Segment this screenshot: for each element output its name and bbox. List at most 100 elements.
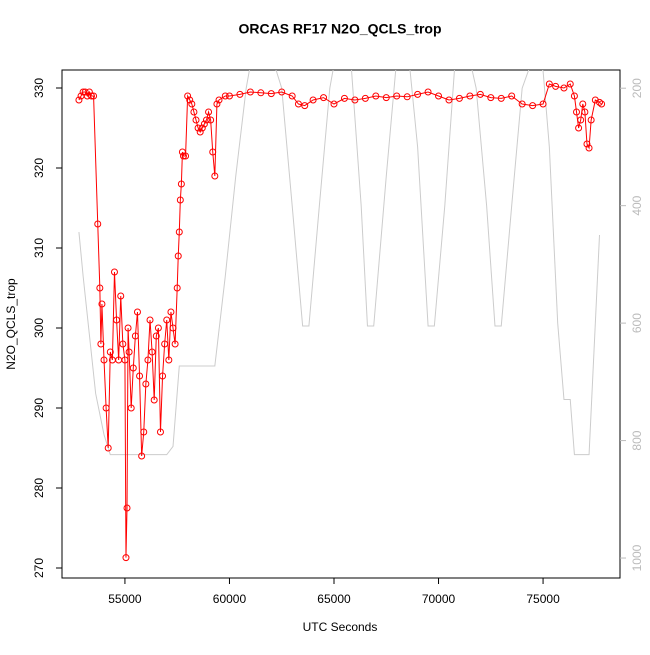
- y2-tick-label: 800: [630, 430, 644, 450]
- data-point: [213, 100, 221, 108]
- data-point: [121, 356, 129, 364]
- data-point: [560, 84, 568, 92]
- x-tick-label: 60000: [213, 592, 247, 606]
- data-point: [207, 116, 215, 124]
- data-point: [140, 428, 148, 436]
- data-point: [579, 100, 587, 108]
- data-point: [159, 372, 167, 380]
- data-point: [202, 116, 210, 124]
- data-point: [102, 404, 110, 412]
- data-point: [142, 380, 150, 388]
- data-point: [136, 372, 144, 380]
- data-point: [171, 340, 179, 348]
- x-tick-label: 70000: [422, 592, 456, 606]
- data-point: [184, 92, 192, 100]
- y-tick-label: 270: [32, 558, 46, 578]
- x-axis-label: UTC Seconds: [303, 620, 378, 634]
- data-point: [106, 348, 114, 356]
- data-point: [133, 308, 141, 316]
- data-point: [267, 90, 275, 98]
- y-tick-label: 320: [32, 158, 46, 178]
- data-point: [294, 100, 302, 108]
- data-point: [225, 92, 233, 100]
- data-point: [161, 340, 169, 348]
- data-point: [529, 102, 537, 110]
- data-point: [246, 88, 254, 96]
- data-point: [476, 90, 484, 98]
- data-point: [117, 292, 125, 300]
- data-point: [221, 92, 229, 100]
- data-point: [150, 396, 158, 404]
- data-point: [330, 100, 338, 108]
- data-point: [123, 504, 131, 512]
- y-axis-label: N2O_QCLS_trop: [4, 278, 18, 370]
- y-tick-label: 310: [32, 238, 46, 258]
- data-point: [581, 108, 589, 116]
- data-point: [125, 348, 133, 356]
- data-point: [545, 80, 553, 88]
- data-point: [90, 92, 98, 100]
- data-point: [566, 80, 574, 88]
- data-point: [129, 364, 137, 372]
- data-point: [85, 88, 93, 96]
- data-point: [75, 96, 83, 104]
- y2-tick-label: 600: [630, 313, 644, 333]
- data-point: [372, 92, 380, 100]
- y2-tick-label: 200: [630, 78, 644, 98]
- data-point: [518, 100, 526, 108]
- data-point: [309, 96, 317, 104]
- data-point: [200, 120, 208, 128]
- x-tick-label: 65000: [317, 592, 351, 606]
- data-point: [198, 124, 206, 132]
- y2-tick-label: 400: [630, 195, 644, 215]
- data-point: [104, 444, 112, 452]
- data-point: [124, 324, 132, 332]
- data-point: [188, 100, 196, 108]
- y-tick-label: 330: [32, 78, 46, 98]
- data-point: [186, 96, 194, 104]
- data-point: [196, 128, 204, 136]
- data-point: [167, 308, 175, 316]
- data-point: [146, 316, 154, 324]
- y-tick-label: 290: [32, 398, 46, 418]
- data-point: [190, 108, 198, 116]
- data-point: [194, 124, 202, 132]
- data-point: [393, 92, 401, 100]
- data-point: [192, 116, 200, 124]
- data-point: [320, 94, 328, 102]
- data-point: [87, 92, 95, 100]
- data-point: [382, 94, 390, 102]
- data-point: [435, 92, 443, 100]
- data-point: [414, 90, 422, 98]
- data-point: [169, 324, 177, 332]
- series-line: [78, 83, 602, 558]
- data-point: [97, 340, 105, 348]
- series-line: [78, 70, 601, 456]
- chart-title: ORCAS RF17 N2O_QCLS_trop: [238, 21, 441, 37]
- data-point: [113, 316, 121, 324]
- data-point: [573, 108, 581, 116]
- data-point: [585, 144, 593, 152]
- data-point: [177, 180, 185, 188]
- data-point: [119, 340, 127, 348]
- data-point: [173, 284, 181, 292]
- y-tick-label: 300: [32, 318, 46, 338]
- data-point: [211, 172, 219, 180]
- data-point: [403, 93, 411, 101]
- data-point: [127, 404, 135, 412]
- data-point: [487, 94, 495, 102]
- plot-frame: [61, 69, 621, 579]
- data-point: [144, 356, 152, 364]
- data-point: [539, 100, 547, 108]
- data-point: [278, 88, 286, 96]
- data-point: [424, 88, 432, 96]
- data-point: [122, 554, 130, 562]
- data-point: [583, 140, 591, 148]
- data-point: [176, 196, 184, 204]
- data-point: [174, 252, 182, 260]
- data-point: [156, 428, 164, 436]
- data-point: [301, 102, 309, 110]
- data-point: [455, 94, 463, 102]
